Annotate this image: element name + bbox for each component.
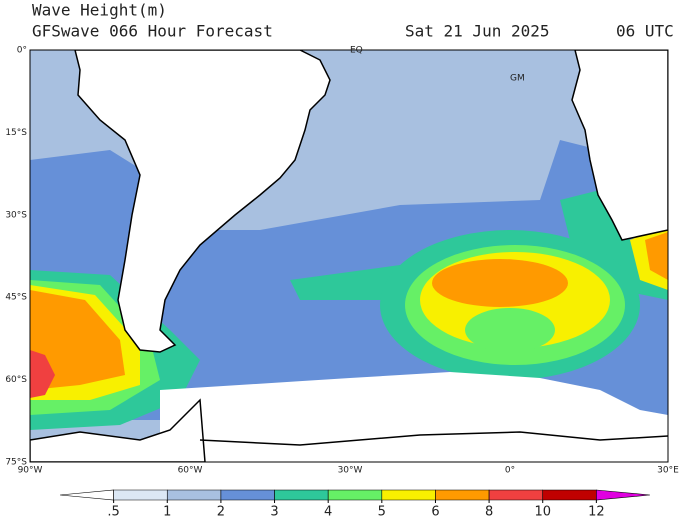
band — [432, 259, 568, 307]
lon-label: 0° — [505, 466, 515, 476]
subtitle: GFSwave 066 Hour Forecast — [32, 22, 273, 41]
coast — [199, 431, 668, 446]
colorbar-label: .5 — [107, 505, 119, 520]
color-box — [542, 489, 597, 501]
color-box — [274, 489, 329, 501]
lon-label: 30°E — [657, 466, 679, 476]
lon-label: 60°W — [178, 466, 203, 476]
lat-label: 75°S — [5, 458, 27, 468]
lat-label: 60°S — [5, 375, 27, 385]
lon-label: 90°W — [18, 466, 43, 476]
color-box — [435, 489, 490, 501]
map — [30, 50, 668, 462]
title: Wave Height(m) — [32, 1, 167, 20]
colorbar-label: 6 — [431, 505, 439, 520]
colorbar-label: 5 — [378, 505, 386, 520]
ice — [160, 372, 668, 462]
africa — [571, 50, 668, 241]
colorbar-label: 12 — [588, 505, 605, 520]
lon-label: 30°W — [338, 466, 363, 476]
color-box — [220, 489, 275, 501]
map-frame — [29, 49, 669, 463]
band — [465, 308, 555, 352]
lat-label: 45°S — [5, 293, 27, 303]
lat-label: 30°S — [5, 210, 27, 220]
color-box — [381, 489, 436, 501]
color-box — [488, 489, 544, 501]
band — [30, 350, 55, 398]
date: Sat 21 Jun 2025 — [405, 22, 550, 41]
colorbar-label: 10 — [534, 505, 551, 520]
color-box — [596, 489, 651, 501]
color-box — [113, 489, 168, 501]
colorbar-label: 1 — [163, 505, 171, 520]
color-box — [327, 489, 383, 501]
time: 06 UTC — [616, 22, 674, 41]
colorbar-label: 3 — [270, 505, 278, 520]
marker: EQ — [350, 46, 363, 56]
lat-label: 15°S — [5, 128, 27, 138]
lat-label: 0° — [17, 46, 27, 56]
colorbar-label: 8 — [485, 505, 493, 520]
south-america — [74, 50, 331, 353]
colorbar-label: 2 — [217, 505, 225, 520]
band — [645, 232, 668, 280]
color-box — [59, 489, 114, 501]
land — [30, 398, 206, 462]
color-box — [166, 489, 222, 501]
marker: GM — [510, 74, 525, 84]
colorbar-label: 4 — [324, 505, 332, 520]
band — [30, 290, 125, 390]
